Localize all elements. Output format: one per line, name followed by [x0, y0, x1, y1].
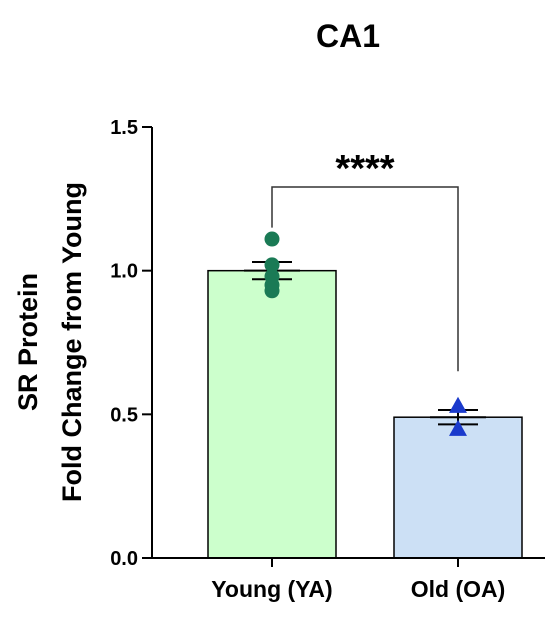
- y-tick-label-2: 0.5: [110, 404, 138, 426]
- bar-2: [393, 416, 523, 559]
- plot-area: 0.0 0.5 1.0 1.5 Young (YA) Old (OA) ****: [110, 117, 545, 602]
- data-point-2-2: [449, 419, 467, 436]
- x-category-label-2: Old (OA): [411, 576, 506, 602]
- data-point-2-1: [449, 396, 467, 413]
- y-tick-label-4: 1.5: [110, 117, 138, 139]
- y-tick-label-3: 1.0: [110, 261, 138, 283]
- chart-title: CA1: [316, 18, 380, 54]
- data-point-1-2: [264, 257, 280, 273]
- data-point-1-5: [264, 283, 280, 299]
- data-point-1-1: [264, 231, 280, 247]
- y-axis-label-line-2: Fold Change from Young: [57, 182, 87, 502]
- x-category-label-1: Young (YA): [211, 576, 332, 602]
- significance-label: ****: [335, 148, 394, 190]
- significance-bracket: [271, 186, 459, 372]
- y-axis-label-line-1: SR Protein: [13, 273, 43, 411]
- bar-1: [207, 269, 337, 559]
- y-tick-label-1: 0.0: [110, 548, 138, 570]
